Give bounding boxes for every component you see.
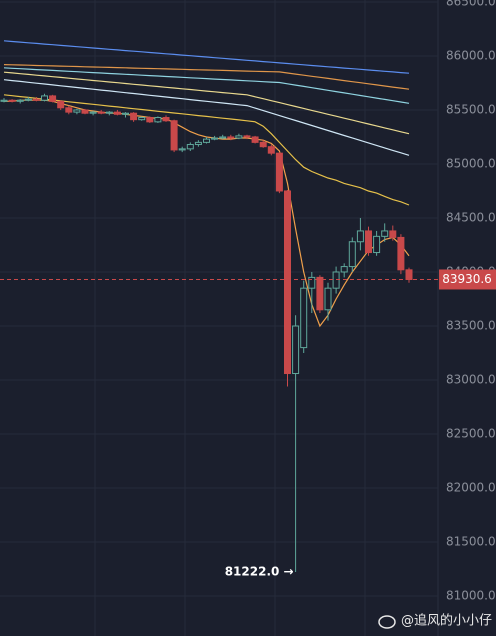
- y-tick-label: 82500.0: [446, 427, 496, 441]
- candle-body: [105, 111, 113, 114]
- candle-body: [365, 230, 372, 254]
- ma-line: [3, 79, 410, 156]
- candle-body: [97, 111, 105, 114]
- candle-body: [154, 117, 162, 123]
- candle-body: [24, 98, 32, 101]
- candle-body: [89, 111, 97, 114]
- candle-body: [186, 144, 194, 150]
- candle-body: [122, 112, 129, 115]
- y-tick-label: 83500.0: [446, 318, 496, 332]
- candle-body: [219, 136, 227, 139]
- candle-body: [0, 99, 8, 102]
- candle-body: [65, 107, 73, 113]
- ma-line: [3, 94, 410, 206]
- last-price-box: [439, 269, 496, 290]
- candle-body: [57, 100, 65, 109]
- y-tick-label: 85000.0: [446, 156, 496, 170]
- low-annotation: 81222.0 →: [225, 565, 294, 579]
- ma-line: [3, 67, 410, 104]
- candle-body: [405, 269, 413, 280]
- candle-body: [130, 112, 138, 121]
- candle-body: [259, 141, 267, 148]
- candle-body: [243, 135, 251, 138]
- y-tick-label: 84500.0: [446, 210, 496, 224]
- candle-body: [203, 138, 210, 143]
- candle-body: [316, 276, 324, 311]
- y-tick-label: 81500.0: [446, 535, 496, 549]
- candle-body: [81, 109, 89, 114]
- candle-body: [389, 230, 397, 238]
- y-tick-label: 86000.0: [446, 48, 496, 62]
- vertical-grid: [94, 0, 366, 636]
- candle-body: [332, 271, 340, 289]
- ma-line: [3, 64, 410, 90]
- y-tick-label: 82000.0: [446, 481, 496, 495]
- candle-body: [32, 98, 40, 101]
- candle-body: [170, 120, 178, 151]
- candle-body: [16, 99, 24, 102]
- candle-body: [146, 117, 154, 123]
- last-price-label: 83930.6: [442, 272, 492, 286]
- candle-body: [8, 99, 16, 102]
- candle-body: [373, 235, 381, 254]
- candle-body: [381, 230, 389, 237]
- watermark: @追风的小小仔: [401, 613, 492, 629]
- candle-body: [251, 136, 259, 143]
- candle-body: [356, 230, 364, 243]
- candle-body: [348, 241, 356, 268]
- candle-body: [284, 190, 291, 375]
- candle-body: [235, 135, 243, 139]
- candle-body: [41, 95, 48, 101]
- candle-body: [211, 137, 219, 140]
- candle-body: [275, 152, 283, 192]
- ma-line: [3, 40, 410, 74]
- candle-body: [340, 266, 348, 273]
- candle-body: [194, 141, 202, 146]
- candle-body: [300, 287, 308, 349]
- candle-body: [308, 276, 316, 289]
- ma-line: [3, 71, 410, 135]
- candle-body: [227, 136, 235, 139]
- candle-body: [162, 117, 170, 122]
- y-tick-label: 86500.0: [446, 0, 496, 8]
- candle-body: [267, 146, 275, 154]
- candle-body: [324, 287, 332, 311]
- y-tick-label: 81000.0: [446, 589, 496, 603]
- candle-body: [138, 117, 146, 121]
- y-tick-label: 83000.0: [446, 373, 496, 387]
- candle-body: [397, 236, 405, 271]
- candle-body: [178, 148, 186, 151]
- candle-body: [292, 325, 300, 375]
- candle-body: [113, 111, 121, 115]
- candle-body: [73, 109, 81, 113]
- weibo-icon: [378, 615, 396, 629]
- weibo-icon-shape: [378, 615, 396, 629]
- candle-body: [49, 95, 57, 102]
- y-tick-label: 85500.0: [446, 102, 496, 116]
